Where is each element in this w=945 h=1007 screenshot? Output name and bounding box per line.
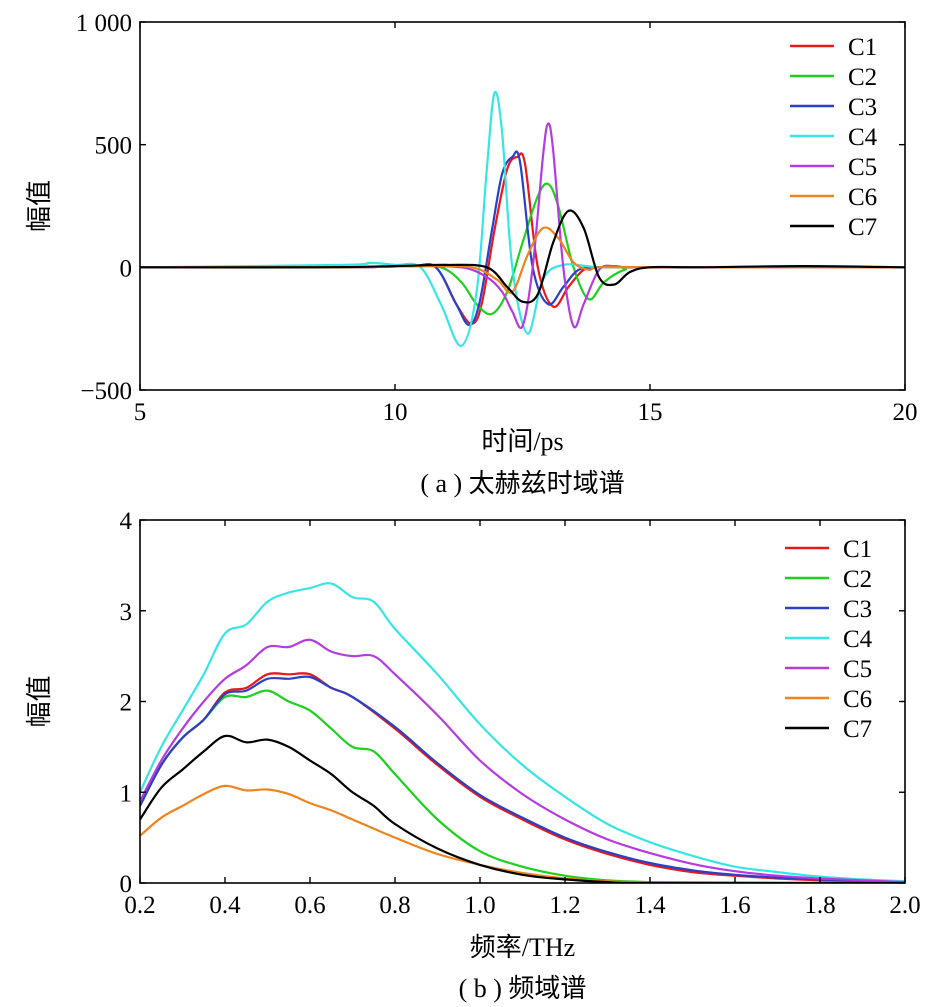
y-tick-label: 4 [120,508,133,535]
legend-label-c2: C2 [848,64,877,91]
x-axis-label: 时间/ps [481,427,563,456]
legend-label-c1: C1 [843,536,872,563]
x-axis-label: 频率/THz [470,933,575,962]
legend-label-c3: C3 [843,596,872,623]
y-tick-label: 0 [120,871,133,898]
x-tick-label: 1.4 [634,892,666,919]
legend-label-c1: C1 [848,34,877,61]
series-line-c6 [140,226,905,294]
y-tick-label: −500 [80,378,132,405]
chart-a-time-domain: 5 10 15 20 −500 0 500 1 000 时间/ps 幅值 ( a ) 太赫兹时域谱 C… [25,10,918,498]
x-tick-label: 1.6 [719,892,750,919]
y-tick-label: 2 [120,690,133,717]
y-tick-label: 3 [120,599,133,626]
legend-label-c4: C4 [848,124,878,151]
series-line-c4 [140,90,905,347]
chart-caption: ( b ) 频域谱 [459,974,587,1003]
x-tick-label: 0.8 [379,892,410,919]
series-line-c3 [140,675,905,883]
series-line-c1 [140,672,905,883]
series-line-c7 [140,209,905,304]
legend-label-c7: C7 [848,214,877,241]
series-line-c4 [140,582,905,883]
x-tick-label: 10 [383,399,408,426]
x-tick-label: 1.2 [549,892,580,919]
x-tick-label: 0.6 [294,892,325,919]
series-line-c2 [140,689,905,883]
x-tick-label: 2.0 [889,892,920,919]
series-line-c7 [140,734,905,883]
series-line-c5 [140,638,905,883]
x-tick-label: 15 [638,399,663,426]
series-lines [140,582,905,883]
series-line-c3 [140,150,905,327]
legend-label-c5: C5 [848,154,877,181]
legend-label-c2: C2 [843,566,872,593]
legend-label-c6: C6 [848,184,877,211]
x-tick-label: 20 [893,399,918,426]
legend-label-c7: C7 [843,716,872,743]
x-tick-label: 0.2 [124,892,155,919]
x-tick-label: 1.0 [464,892,495,919]
legend-label-c5: C5 [843,656,872,683]
chart-caption: ( a ) 太赫兹时域谱 [420,469,624,498]
x-tick-label: 0.4 [209,892,241,919]
chart-b-frequency-domain: 0.2 0.4 0.6 0.8 1.0 1.2 1.4 1.6 1.8 2.0 0 1 2 3 4 频率/TH… [25,508,921,1003]
series-line-c6 [140,784,905,883]
x-tick-label: 5 [134,399,147,426]
series-lines [140,90,905,347]
plot-frame [139,519,906,884]
legend-label-c4: C4 [843,626,873,653]
series-line-c2 [140,182,905,316]
y-axis-label: 幅值 [25,675,54,727]
y-tick-label: 1 [120,780,133,807]
y-tick-label: 0 [120,255,133,282]
y-axis-label: 幅值 [25,180,54,232]
legend-label-c3: C3 [848,94,877,121]
legend: C1 C2 C3 C4 C5 C6 C7 [790,34,878,241]
y-tick-label: 1 000 [76,10,132,37]
legend: C1 C2 C3 C4 C5 C6 C7 [785,536,873,743]
plot-frame [139,21,906,391]
y-tick-label: 500 [95,133,133,160]
legend-label-c6: C6 [843,686,872,713]
x-tick-label: 1.8 [804,892,835,919]
